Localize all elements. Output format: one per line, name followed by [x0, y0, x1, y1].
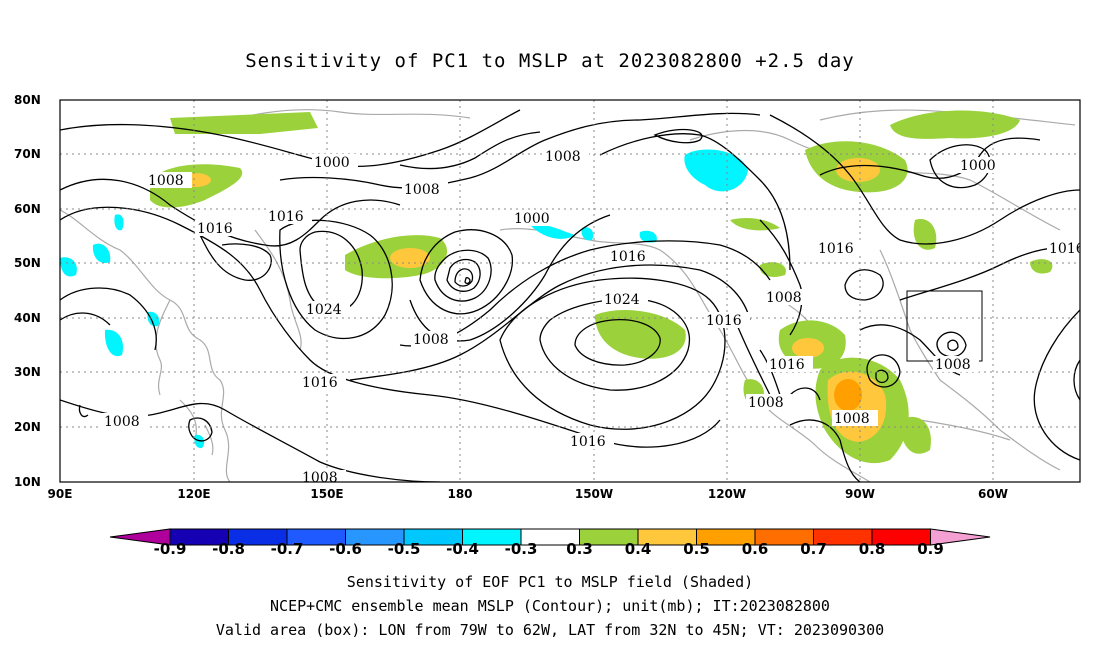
contour-label-1016: 1016 [769, 357, 805, 373]
contour-label-1008: 1008 [302, 470, 338, 486]
lat-label-60n: 60N [14, 202, 41, 216]
contour-label-group: 1000 1008 1008 1008 1016 1016 1000 1016 … [102, 148, 1085, 486]
lon-label-60w: 60W [978, 487, 1008, 501]
contour-label-1016: 1016 [302, 375, 338, 391]
map-plot: 1000 1008 1008 1008 1016 1016 1000 1016 … [60, 100, 1085, 486]
colorbar-tick: 0.8 [858, 540, 886, 558]
lon-label-90w: 90W [845, 487, 875, 501]
contour-label-1016: 1016 [197, 221, 233, 237]
colorbar-tick: 0.6 [741, 540, 769, 558]
colorbar-tick: -0.9 [153, 540, 187, 558]
contour-label-1000: 1000 [314, 155, 350, 171]
lon-label-180: 180 [447, 487, 473, 501]
lat-label-10n: 10N [14, 475, 41, 489]
colorbar-tick: 0.3 [566, 540, 593, 558]
map-frame [59, 99, 1081, 483]
contour-label-1008: 1008 [766, 290, 802, 306]
lon-label-90e: 90E [47, 487, 73, 501]
lat-label-30n: 30N [14, 365, 41, 379]
contour-label-1008: 1008 [545, 149, 581, 165]
map-title: Sensitivity of PC1 to MSLP at 2023082800… [245, 50, 855, 72]
contour-label-1008: 1008 [404, 182, 440, 198]
colorbar-tick: -0.6 [329, 540, 362, 558]
contour-label-1016: 1016 [818, 241, 854, 257]
caption-line-2: NCEP+CMC ensemble mean MSLP (Contour); u… [270, 597, 830, 615]
lat-label-70n: 70N [14, 147, 41, 161]
contour-label-1008: 1008 [148, 173, 184, 189]
contour-label-1016: 1016 [706, 313, 742, 329]
lat-label-50n: 50N [14, 256, 41, 270]
contour-label-1008: 1008 [748, 395, 784, 411]
contour-label-1008: 1008 [413, 332, 449, 348]
colorbar-tick: 0.5 [683, 540, 710, 558]
caption-line-3: Valid area (box): LON from 79W to 62W, L… [215, 621, 885, 639]
contour-label-1016: 1016 [610, 249, 646, 265]
colorbar-tick: 0.7 [800, 540, 827, 558]
lon-label-120e: 120E [177, 487, 211, 501]
colorbar-tick: -0.5 [387, 540, 421, 558]
colorbar-seg-14 [930, 528, 991, 546]
lon-label-120w: 120W [707, 487, 747, 501]
colorbar-tick: -0.8 [212, 540, 245, 558]
contour-label-1000: 1000 [514, 211, 550, 227]
caption-line-1: Sensitivity of EOF PC1 to MSLP field (Sh… [346, 573, 754, 591]
contour-label-1008: 1008 [834, 411, 870, 427]
colorbar-tick: -0.4 [446, 540, 479, 558]
valid-area-box [906, 290, 983, 362]
colorbar-tick: 0.9 [917, 540, 944, 558]
lon-label-150w: 150W [574, 487, 614, 501]
lat-label-20n: 20N [14, 420, 41, 434]
contour-label-1016: 1016 [268, 209, 304, 225]
contour-label-1016: 1016 [1049, 241, 1085, 257]
contour-label-1024: 1024 [306, 302, 342, 318]
colorbar-tick: -0.3 [504, 540, 538, 558]
colorbar-tick: -0.7 [270, 540, 304, 558]
lon-label-150e: 150E [310, 487, 344, 501]
colorbar [109, 528, 991, 546]
contour-label-1008: 1008 [104, 414, 140, 430]
lat-label-80n: 80N [14, 93, 41, 107]
contour-label-1016: 1016 [570, 434, 606, 450]
contour-label-1008: 1008 [935, 357, 971, 373]
contour-label-1024: 1024 [604, 292, 640, 308]
lat-label-40n: 40N [14, 311, 41, 325]
colorbar-tick: 0.4 [624, 540, 652, 558]
contour-label-1000: 1000 [960, 158, 996, 174]
